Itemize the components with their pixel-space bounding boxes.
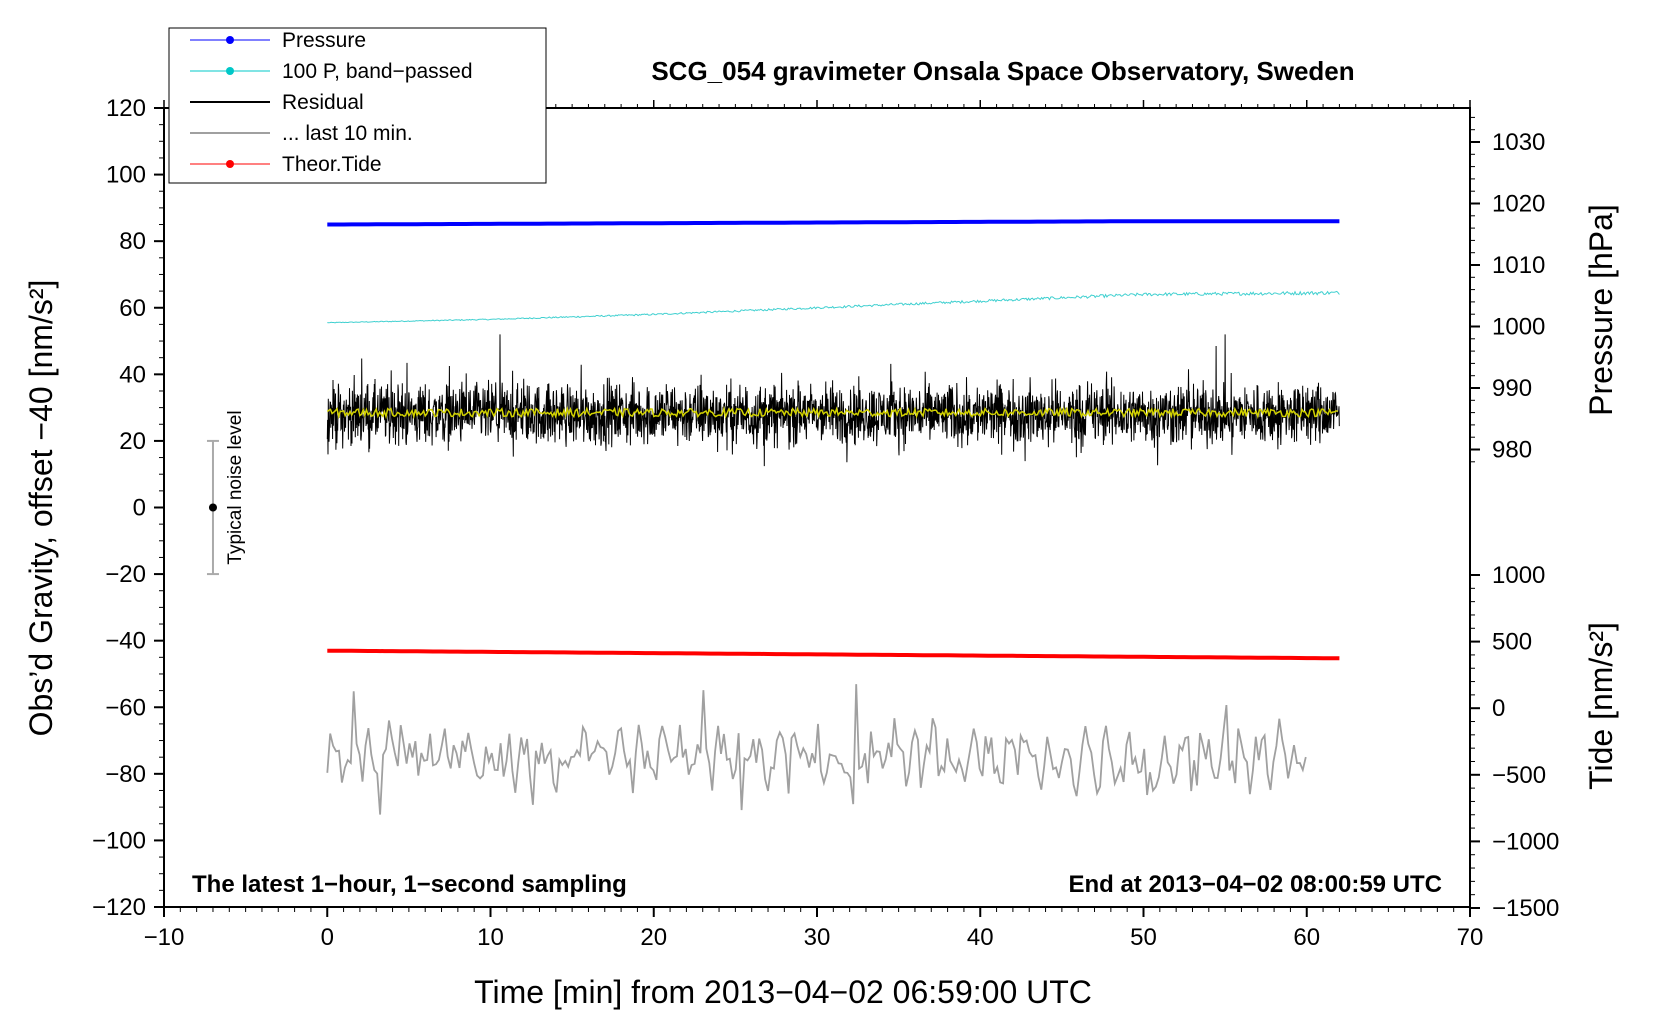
pressure-tick-label: 980 <box>1492 437 1532 464</box>
y-tick-label: −20 <box>105 561 146 588</box>
x-tick-label: 40 <box>967 924 994 951</box>
legend-label-0: Pressure <box>282 29 366 52</box>
pressure-tick-label: 990 <box>1492 375 1532 402</box>
residual-line <box>326 334 1340 467</box>
y-tick-label: 120 <box>106 95 146 122</box>
pressure-tick-label: 1010 <box>1492 252 1545 279</box>
y-tick-label: 0 <box>133 495 146 522</box>
x-tick-label: 10 <box>477 924 504 951</box>
residual-smoothed-line <box>326 405 1338 420</box>
y-tick-label: 100 <box>106 162 146 189</box>
y-tick-label: 20 <box>119 428 146 455</box>
x-tick-label: −10 <box>144 924 185 951</box>
tide-line <box>327 648 1340 661</box>
y-tick-label: −100 <box>92 827 146 854</box>
legend-label-3: ... last 10 min. <box>282 122 413 145</box>
noise-center-dot <box>208 503 217 512</box>
x-tick-label: 20 <box>640 924 667 951</box>
legend: Pressure 100 P, band−passed Residual ... la… <box>168 27 547 184</box>
x-tick-label: 30 <box>804 924 831 951</box>
tick-layer: −10 0 10 20 30 40 50 60 70120100806040200−20−40−… <box>92 95 1559 951</box>
legend-marker-4 <box>226 160 234 168</box>
pressure-line <box>327 219 1340 227</box>
y-tick-label: −80 <box>105 761 146 788</box>
y-tick-label: 60 <box>119 295 146 322</box>
y-axis-tide-title: Tide [nm/s²] <box>1583 622 1619 790</box>
pressure-bandpassed-line <box>327 290 1340 324</box>
last-10-min-line <box>326 684 1307 815</box>
pressure-tick-label: 1000 <box>1492 314 1545 341</box>
noise-level-indicator: Typical noise level <box>206 410 246 576</box>
noise-level-label: Typical noise level <box>225 410 246 564</box>
tide-tick-label: 1000 <box>1492 562 1545 589</box>
y-axis-pressure-title: Pressure [hPa] <box>1583 204 1619 416</box>
tide-tick-label: −1500 <box>1492 895 1559 922</box>
y-tick-label: 40 <box>119 361 146 388</box>
tide-tick-label: 500 <box>1492 629 1532 656</box>
plot-frame <box>163 107 1471 908</box>
series-layer <box>326 219 1340 815</box>
x-axis-title: Time [min] from 2013−04−02 06:59:00 UTC <box>474 974 1092 1010</box>
legend-marker-1 <box>226 67 234 75</box>
x-tick-label: 60 <box>1293 924 1320 951</box>
y-tick-label: −120 <box>92 894 146 921</box>
pressure-tick-label: 1020 <box>1492 191 1545 218</box>
y-tick-label: −40 <box>105 628 146 655</box>
x-tick-label: 50 <box>1130 924 1157 951</box>
annotation-sampling: The latest 1−hour, 1−second sampling <box>192 871 627 898</box>
x-tick-label: 70 <box>1457 924 1484 951</box>
legend-label-1: 100 P, band−passed <box>282 60 473 83</box>
legend-box <box>168 27 547 184</box>
legend-label-2: Residual <box>282 91 364 114</box>
legend-label-4: Theor.Tide <box>282 153 382 176</box>
tide-tick-label: −500 <box>1492 762 1546 789</box>
y-tick-label: −60 <box>105 694 146 721</box>
pressure-tick-label: 1030 <box>1492 129 1545 156</box>
tide-tick-label: 0 <box>1492 695 1505 722</box>
y-axis-left-title: Obs’d Gravity, offset −40 [nm/s²] <box>23 280 59 737</box>
x-tick-label: 0 <box>321 924 334 951</box>
annotation-end-time: End at 2013−04−02 08:00:59 UTC <box>1068 871 1442 898</box>
chart-title: SCG_054 gravimeter Onsala Space Observat… <box>651 56 1354 86</box>
tide-tick-label: −1000 <box>1492 828 1559 855</box>
y-tick-label: 80 <box>119 228 146 255</box>
legend-marker-0 <box>226 36 234 44</box>
